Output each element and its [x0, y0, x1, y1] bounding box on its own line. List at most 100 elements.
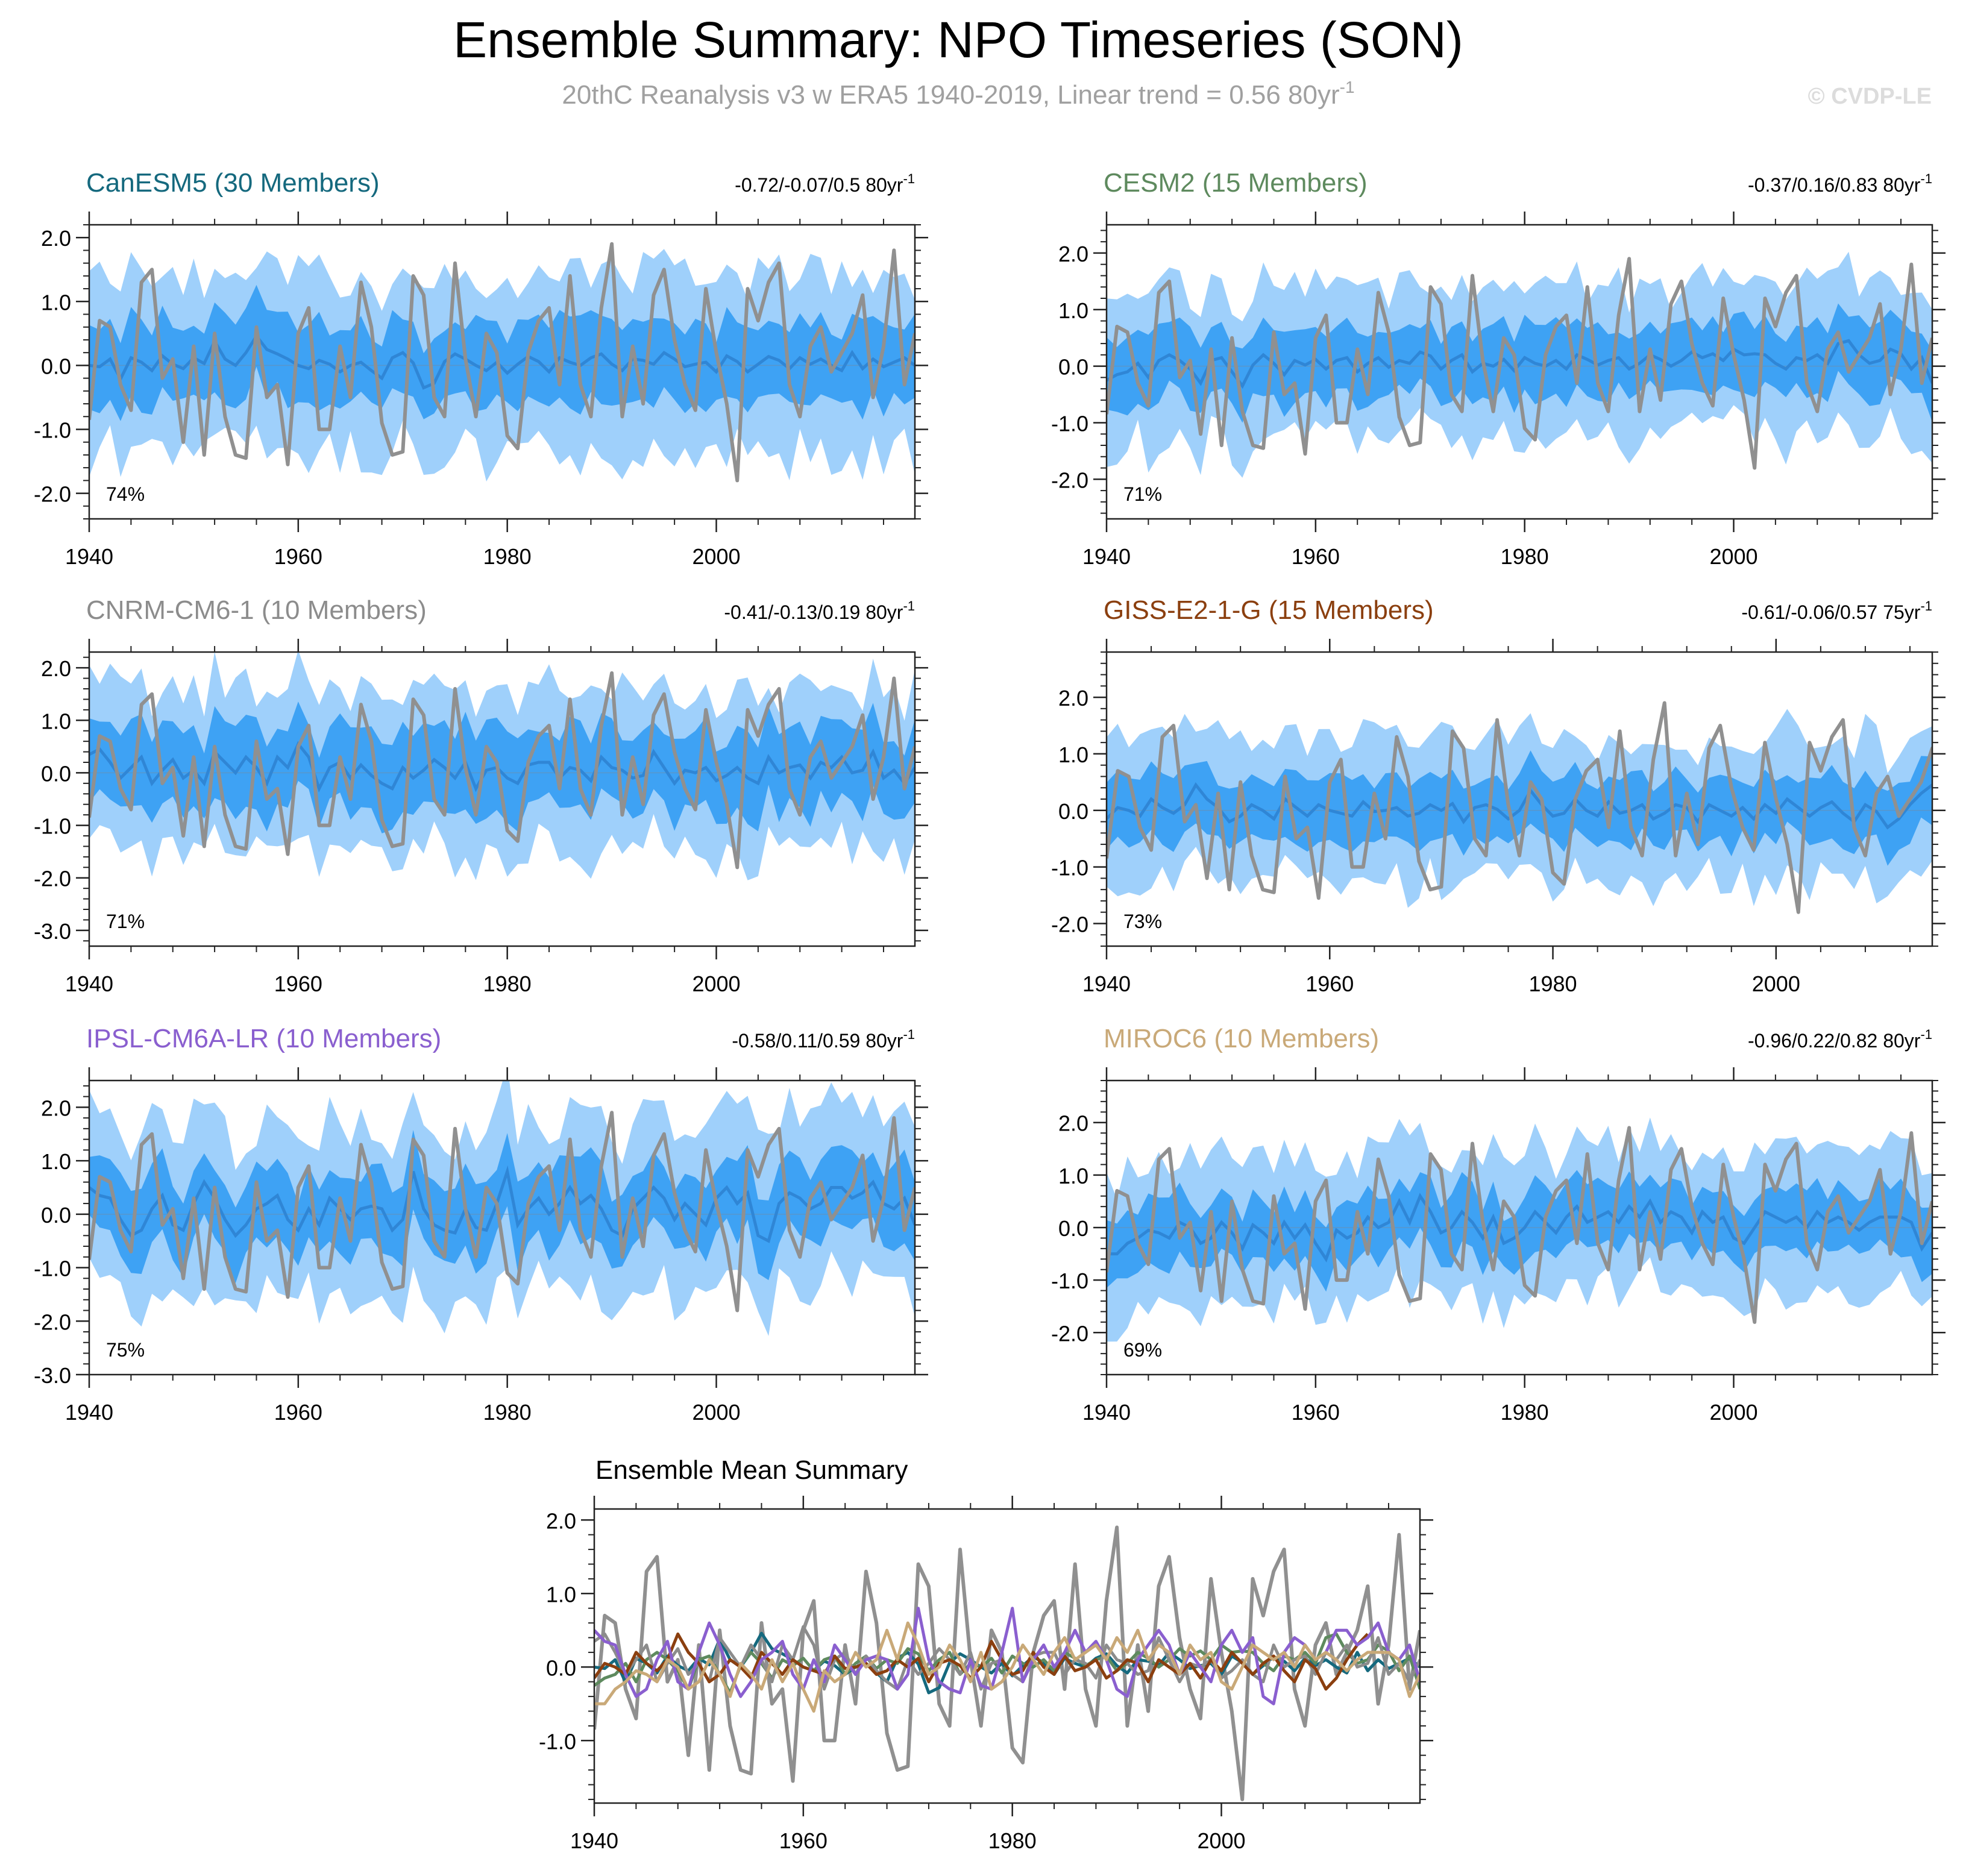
x-tick-label: 1940	[1082, 544, 1131, 569]
trend-label-text: -0.41/-0.13/0.19 80yr	[724, 601, 903, 623]
x-tick-label: 2000	[692, 971, 740, 996]
y-tick-label: 0.0	[41, 354, 71, 378]
plot-frame	[1105, 224, 1933, 520]
x-tick-label: 1980	[1501, 1400, 1549, 1425]
y-tick-label: 2.0	[41, 1096, 71, 1120]
percent-label: 69%	[1123, 1339, 1162, 1361]
plot-frame	[593, 1508, 1421, 1804]
subtitle-superscript: -1	[1340, 78, 1355, 96]
panels-container: CanESM5 (30 Members) -0.72/-0.07/0.5 80yr…	[34, 168, 1946, 1853]
trend-label: -0.96/0.22/0.82 80yr-1	[1748, 1027, 1932, 1052]
chart-panel-cesm2: CESM2 (15 Members) -0.37/0.16/0.83 80yr-1…	[1051, 168, 1946, 569]
y-tick-label: 2.0	[41, 226, 71, 251]
y-tick-label: -1.0	[34, 1256, 71, 1281]
trend-label-text: -0.37/0.16/0.83 80yr	[1748, 174, 1921, 196]
y-tick-label: -3.0	[34, 1363, 71, 1388]
y-tick-label: 0.0	[41, 1203, 71, 1228]
chart-panel-canesm5: CanESM5 (30 Members) -0.72/-0.07/0.5 80yr…	[34, 168, 928, 569]
x-tick-label: 1940	[65, 971, 113, 996]
y-tick-label: 0.0	[1058, 355, 1088, 380]
panel-title: GISS-E2-1-G (15 Members)	[1104, 595, 1434, 625]
percent-label: 75%	[106, 1339, 145, 1361]
chart-panel-giss-e2-1-g: GISS-E2-1-G (15 Members) -0.61/-0.06/0.57…	[1051, 595, 1946, 996]
x-tick-label: 1960	[274, 1400, 322, 1425]
y-tick-label: -1.0	[539, 1729, 576, 1754]
plot-frame	[88, 224, 916, 520]
x-tick-label: 1940	[1082, 971, 1131, 996]
y-tick-label: 2.0	[41, 656, 71, 681]
x-tick-label: 1980	[483, 971, 532, 996]
figure-title: Ensemble Summary: NPO Timeseries (SON)	[453, 11, 1463, 68]
y-tick-label: -2.0	[1051, 468, 1088, 492]
x-tick-label: 1980	[483, 544, 532, 569]
y-tick-label: -1.0	[34, 814, 71, 839]
trend-label-text: -0.72/-0.07/0.5 80yr	[735, 174, 903, 196]
ensemble-mean-line	[89, 1165, 915, 1243]
x-tick-label: 1960	[1292, 544, 1340, 569]
trend-label: -0.37/0.16/0.83 80yr-1	[1748, 171, 1932, 196]
ensemble-mean-line-ipsl-cm6a-lr	[594, 1607, 1420, 1705]
y-tick-label: -2.0	[34, 1310, 71, 1334]
panel-title: CNRM-CM6-1 (10 Members)	[86, 595, 427, 625]
trend-label-superscript: -1	[903, 171, 915, 186]
plot-area	[594, 1525, 1420, 1801]
x-tick-label: 1960	[274, 971, 322, 996]
y-tick-label: 1.0	[1058, 298, 1088, 323]
observations-line	[89, 1111, 915, 1313]
ensemble-mean-line-giss-e2-1-g	[594, 1632, 1369, 1691]
x-tick-label: 2000	[1752, 971, 1800, 996]
x-tick-label: 1960	[779, 1828, 828, 1853]
y-tick-label: 2.0	[1058, 242, 1088, 266]
y-tick-label: -3.0	[34, 919, 71, 944]
y-tick-label: 1.0	[1058, 742, 1088, 767]
observations-line	[594, 1525, 1420, 1801]
y-tick-label: -1.0	[1051, 856, 1088, 880]
percent-label: 74%	[106, 483, 145, 505]
observations-line	[1107, 257, 1932, 470]
x-tick-label: 1960	[274, 544, 322, 569]
x-tick-label: 1940	[570, 1828, 618, 1853]
x-tick-label: 1940	[1082, 1400, 1131, 1425]
panel-title: CESM2 (15 Members)	[1104, 168, 1368, 198]
x-tick-label: 1980	[1501, 544, 1549, 569]
y-tick-label: 0.0	[1058, 799, 1088, 824]
x-tick-label: 1960	[1292, 1400, 1340, 1425]
trend-label-superscript: -1	[1920, 171, 1932, 186]
trend-label: -0.41/-0.13/0.19 80yr-1	[724, 598, 915, 623]
x-tick-label: 1980	[1528, 971, 1577, 996]
x-tick-label: 1980	[483, 1400, 532, 1425]
y-tick-label: -1.0	[34, 418, 71, 442]
plot-area	[89, 1081, 915, 1336]
y-tick-label: 1.0	[41, 290, 71, 315]
plot-frame	[88, 1079, 916, 1376]
chart-panel-ensemble-mean-summary: Ensemble Mean Summary 2.0 1.0 0.0 -1.0 1940 19…	[539, 1455, 1433, 1853]
x-tick-label: 1980	[988, 1828, 1037, 1853]
x-tick-label: 2000	[692, 544, 740, 569]
observations-line	[89, 242, 915, 483]
plot-area	[89, 242, 915, 483]
trend-label: -0.61/-0.06/0.57 75yr-1	[1741, 598, 1932, 623]
percent-label: 73%	[1123, 911, 1162, 932]
y-tick-label: 1.0	[41, 709, 71, 733]
trend-label-superscript: -1	[1920, 598, 1932, 613]
ensemble-mean-line	[89, 741, 915, 793]
x-tick-label: 2000	[1709, 544, 1757, 569]
ensemble-range-band-inner	[89, 1130, 915, 1284]
panel-title: IPSL-CM6A-LR (10 Members)	[86, 1024, 441, 1053]
y-tick-label: 1.0	[1058, 1164, 1088, 1188]
trend-label-superscript: -1	[903, 1027, 915, 1042]
observations-line	[89, 671, 915, 870]
y-tick-label: 0.0	[1058, 1216, 1088, 1241]
trend-label: -0.72/-0.07/0.5 80yr-1	[735, 171, 915, 196]
y-tick-label: 0.0	[41, 761, 71, 786]
figure-subtitle: 20thC Reanalysis v3 w ERA5 1940-2019, Li…	[562, 78, 1354, 110]
percent-label: 71%	[1123, 483, 1162, 505]
y-tick-label: -1.0	[1051, 1269, 1088, 1293]
x-tick-label: 2000	[1709, 1400, 1757, 1425]
plot-frame	[88, 651, 916, 947]
plot-area	[1107, 1117, 1932, 1342]
y-tick-label: -2.0	[1051, 912, 1088, 936]
y-tick-label: 1.0	[546, 1582, 576, 1607]
y-tick-label: -2.0	[34, 867, 71, 891]
